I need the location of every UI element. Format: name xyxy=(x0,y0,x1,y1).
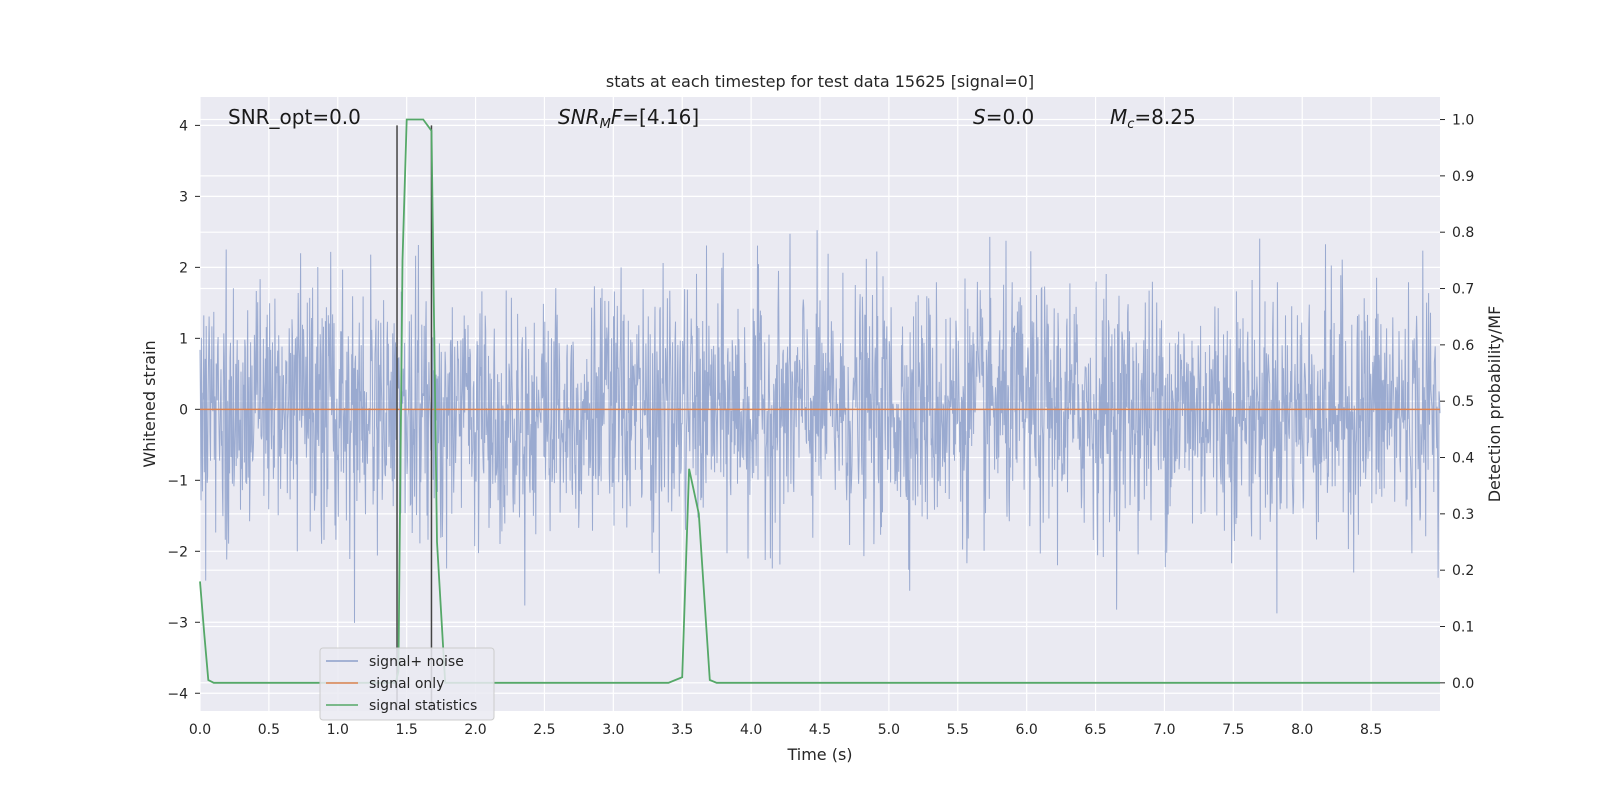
annotation-s-value: =0.0 xyxy=(986,105,1035,129)
annotation-mc-value: =8.25 xyxy=(1134,105,1195,129)
y-right-tick-label: 0.5 xyxy=(1452,394,1474,410)
x-tick-label: 4.5 xyxy=(809,722,831,738)
y-tick-label: 1 xyxy=(179,331,188,347)
y-right-tick-labels: 1.0 0.9 0.8 0.7 0.6 0.5 0.4 0.3 0.2 0.1 0.0 xyxy=(1440,113,1474,692)
series-lines xyxy=(199,118,1440,711)
x-tick-label: 0.5 xyxy=(258,722,280,738)
y-right-tick-label: 0.6 xyxy=(1452,338,1474,354)
signal-statistics-line xyxy=(199,118,1440,684)
x-tick-label: 7.5 xyxy=(1222,722,1244,738)
x-tick-label: 8.5 xyxy=(1360,722,1382,738)
x-tick-label: 2.0 xyxy=(464,722,486,738)
x-tick-label: 1.5 xyxy=(396,722,418,738)
y-right-tick-label: 0.1 xyxy=(1452,620,1474,636)
x-tick-labels: 0.0 0.5 1.0 1.5 2.0 2.5 3.0 3.5 4.0 4.5 5.0 5.5 6.0 6… xyxy=(189,722,1382,738)
y-axis-label: Whitened strain xyxy=(140,340,159,467)
x-tick-label: 8.0 xyxy=(1291,722,1313,738)
y-tick-label: −2 xyxy=(167,544,188,560)
y-tick-label: −4 xyxy=(167,686,188,702)
y-tick-label: −3 xyxy=(167,615,188,631)
x-tick-label: 3.5 xyxy=(671,722,693,738)
y-right-tick-label: 0.3 xyxy=(1452,507,1474,523)
legend-label-signal-only: signal only xyxy=(369,676,444,692)
y-tick-label: 4 xyxy=(179,118,188,134)
y-tick-labels: 4 3 2 1 0 −1 −2 −3 −4 xyxy=(167,118,200,702)
x-tick-label: 5.5 xyxy=(947,722,969,738)
legend-box xyxy=(319,647,495,721)
legend-label-signal-noise: signal+ noise xyxy=(369,654,464,670)
x-tick-label: 2.5 xyxy=(533,722,555,738)
chart-title: stats at each timestep for test data 156… xyxy=(606,72,1034,91)
annotation-snr-mf: SNRMF=[4.16] xyxy=(558,105,699,132)
y-tick-label: 2 xyxy=(179,260,188,276)
y-right-tick-label: 0.7 xyxy=(1452,282,1474,298)
legend-label-signal-statistics: signal statistics xyxy=(369,698,477,714)
y-tick-label: 0 xyxy=(179,402,188,418)
x-tick-label: 6.5 xyxy=(1084,722,1106,738)
y-right-tick-label: 0.9 xyxy=(1452,169,1474,185)
annotation-mc: Mc=8.25 xyxy=(1110,105,1196,132)
y-right-tick-label: 0.8 xyxy=(1452,225,1474,241)
x-tick-label: 0.0 xyxy=(189,722,211,738)
annotation-snr-mf-value: =[4.16] xyxy=(622,105,699,129)
y-right-tick-label: 1.0 xyxy=(1452,113,1474,129)
y-tick-label: −1 xyxy=(167,473,188,489)
y-right-tick-label: 0.4 xyxy=(1452,451,1474,467)
x-tick-label: 4.0 xyxy=(740,722,762,738)
annotation-snr-opt: SNR_opt=0.0 xyxy=(228,105,361,129)
y-right-tick-label: 0.2 xyxy=(1452,563,1474,579)
annotation-s: S=0.0 xyxy=(973,105,1034,129)
x-axis-label: Time (s) xyxy=(786,745,852,764)
x-tick-label: 6.0 xyxy=(1016,722,1038,738)
x-tick-label: 7.0 xyxy=(1153,722,1175,738)
y-right-tick-label: 0.0 xyxy=(1452,676,1474,692)
x-tick-label: 3.0 xyxy=(602,722,624,738)
legend: signal+ noise signal only signal statist… xyxy=(319,647,495,721)
y-right-axis-label: Detection probability/MF xyxy=(1485,306,1504,503)
x-tick-label: 5.0 xyxy=(878,722,900,738)
y-tick-label: 3 xyxy=(179,189,188,205)
x-tick-label: 1.0 xyxy=(327,722,349,738)
